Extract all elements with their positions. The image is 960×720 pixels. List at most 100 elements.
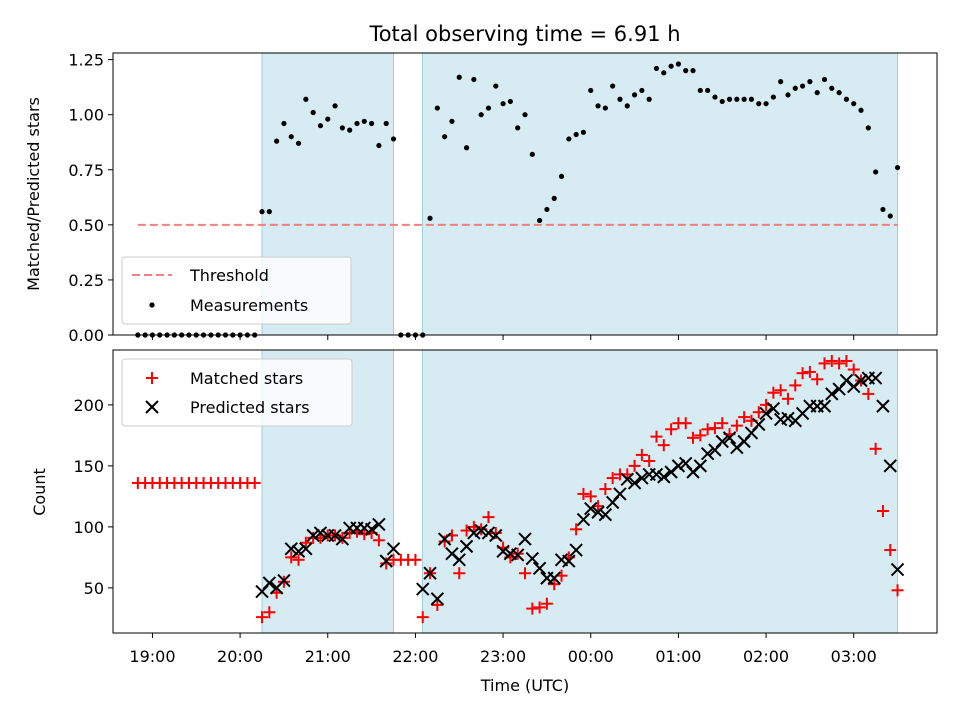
ratio-y-tick-label: 0.75: [68, 161, 104, 180]
measurement-point: [588, 87, 594, 94]
measurement-point: [880, 206, 886, 213]
measurement-point: [573, 131, 579, 138]
matched-star-point: [248, 476, 261, 489]
count-y-tick-label: 100: [73, 518, 104, 537]
predicted-star-point: [781, 411, 795, 426]
measurement-point: [646, 96, 652, 102]
matched-star-point: [767, 386, 780, 399]
matched-stars-points: [131, 354, 904, 624]
measurement-point: [515, 125, 521, 131]
measurement-point: [610, 83, 616, 89]
matched-star-point: [833, 357, 846, 370]
predicted-star-point: [547, 571, 561, 585]
matched-star-point: [869, 442, 882, 455]
matched-star-point: [716, 417, 729, 430]
matched-star-point: [876, 505, 889, 518]
ratio-x-ticks: [151, 335, 855, 340]
measurement-point: [668, 63, 674, 69]
predicted-star-point: [379, 554, 393, 568]
matched-star-point: [519, 567, 531, 580]
measurement-point: [829, 85, 835, 91]
predicted-star-point: [467, 526, 481, 540]
measurement-point: [690, 68, 696, 74]
predicted-star-point: [474, 523, 488, 538]
matched-star-point: [438, 535, 451, 548]
predicted-star-point: [423, 566, 437, 580]
measurement-point: [332, 103, 338, 109]
matched-star-point: [409, 553, 422, 566]
predicted-star-point: [752, 417, 766, 432]
predicted-star-point: [364, 522, 379, 537]
predicted-star-point: [890, 562, 905, 577]
predicted-star-point: [277, 573, 291, 588]
matched-star-point: [358, 528, 371, 541]
count-panel: 50 100 150 200 19:00 20:00 21:00 22:00 23:00 00:…: [30, 349, 938, 695]
matched-star-point: [599, 483, 612, 496]
predicted-star-point: [430, 592, 445, 606]
matched-star-point: [548, 578, 561, 591]
predicted-star-point: [372, 517, 386, 532]
matched-star-point: [694, 429, 707, 442]
time-tick-label: 22:00: [392, 647, 438, 666]
measurement-point: [354, 120, 360, 127]
matched-star-point: [708, 422, 721, 435]
observing-intervals-bottom: [261, 349, 899, 634]
matched-star-point: [789, 379, 802, 392]
measurement-point: [712, 94, 718, 100]
ratio-y-axis-label: Matched/Predicted stars: [24, 97, 43, 291]
measurement-point: [537, 217, 543, 224]
predicted-star-point: [627, 476, 642, 490]
measurement-point: [821, 76, 828, 83]
matched-star-point: [533, 601, 546, 614]
matched-star-point: [256, 611, 269, 624]
count-y-tick-label: 150: [73, 457, 104, 476]
measurement-point: [770, 94, 776, 100]
predicted-star-point: [576, 512, 591, 527]
measurement-point: [631, 92, 638, 98]
measurement-point: [624, 103, 630, 109]
predicted-star-point: [657, 470, 671, 484]
count-y-tick-label: 200: [73, 396, 104, 415]
matched-star-point: [628, 459, 641, 472]
predicted-star-point: [306, 528, 320, 543]
measurement-point: [456, 74, 462, 80]
predicted-star-point: [817, 399, 832, 413]
predicted-star-point: [722, 431, 737, 445]
measurement-point: [558, 173, 565, 179]
measurement-point: [383, 120, 389, 127]
predicted-star-point: [591, 505, 605, 519]
measurement-point: [865, 125, 871, 131]
count-legend: Matched stars Predicted stars: [121, 358, 353, 427]
predicted-star-point: [437, 532, 452, 546]
matched-star-point: [526, 602, 539, 615]
predicted-star-point: [313, 526, 328, 540]
measurement-point: [390, 136, 397, 142]
measurement-point: [288, 134, 294, 140]
measurement-point: [726, 96, 733, 102]
measurement-point: [639, 87, 645, 94]
measurement-point: [653, 65, 660, 72]
measurement-point: [376, 142, 382, 149]
matched-star-point: [650, 430, 663, 443]
predicted-star-point: [883, 459, 897, 473]
predicted-star-point: [459, 539, 474, 554]
count-y-tick-label: 50: [84, 579, 104, 598]
predicted-star-point: [759, 406, 773, 421]
matched-star-point: [606, 472, 619, 485]
time-tick-label: 21:00: [305, 647, 351, 666]
matched-star-point: [635, 448, 648, 461]
time-tick-label: 23:00: [480, 647, 526, 666]
measurement-point: [807, 79, 813, 85]
measurement-point: [259, 209, 265, 215]
predicted-star-point: [452, 553, 466, 567]
measurement-point: [493, 83, 499, 89]
matched-star-point: [803, 365, 816, 378]
matched-star-point: [840, 354, 853, 367]
time-axis-label: Time (UTC): [480, 676, 569, 695]
predicted-star-point: [715, 434, 729, 449]
measurement-point: [617, 96, 623, 102]
matched-star-point: [818, 357, 831, 370]
measurement-point: [741, 96, 747, 102]
predicted-star-point: [489, 528, 503, 543]
predicted-star-point: [825, 387, 839, 401]
